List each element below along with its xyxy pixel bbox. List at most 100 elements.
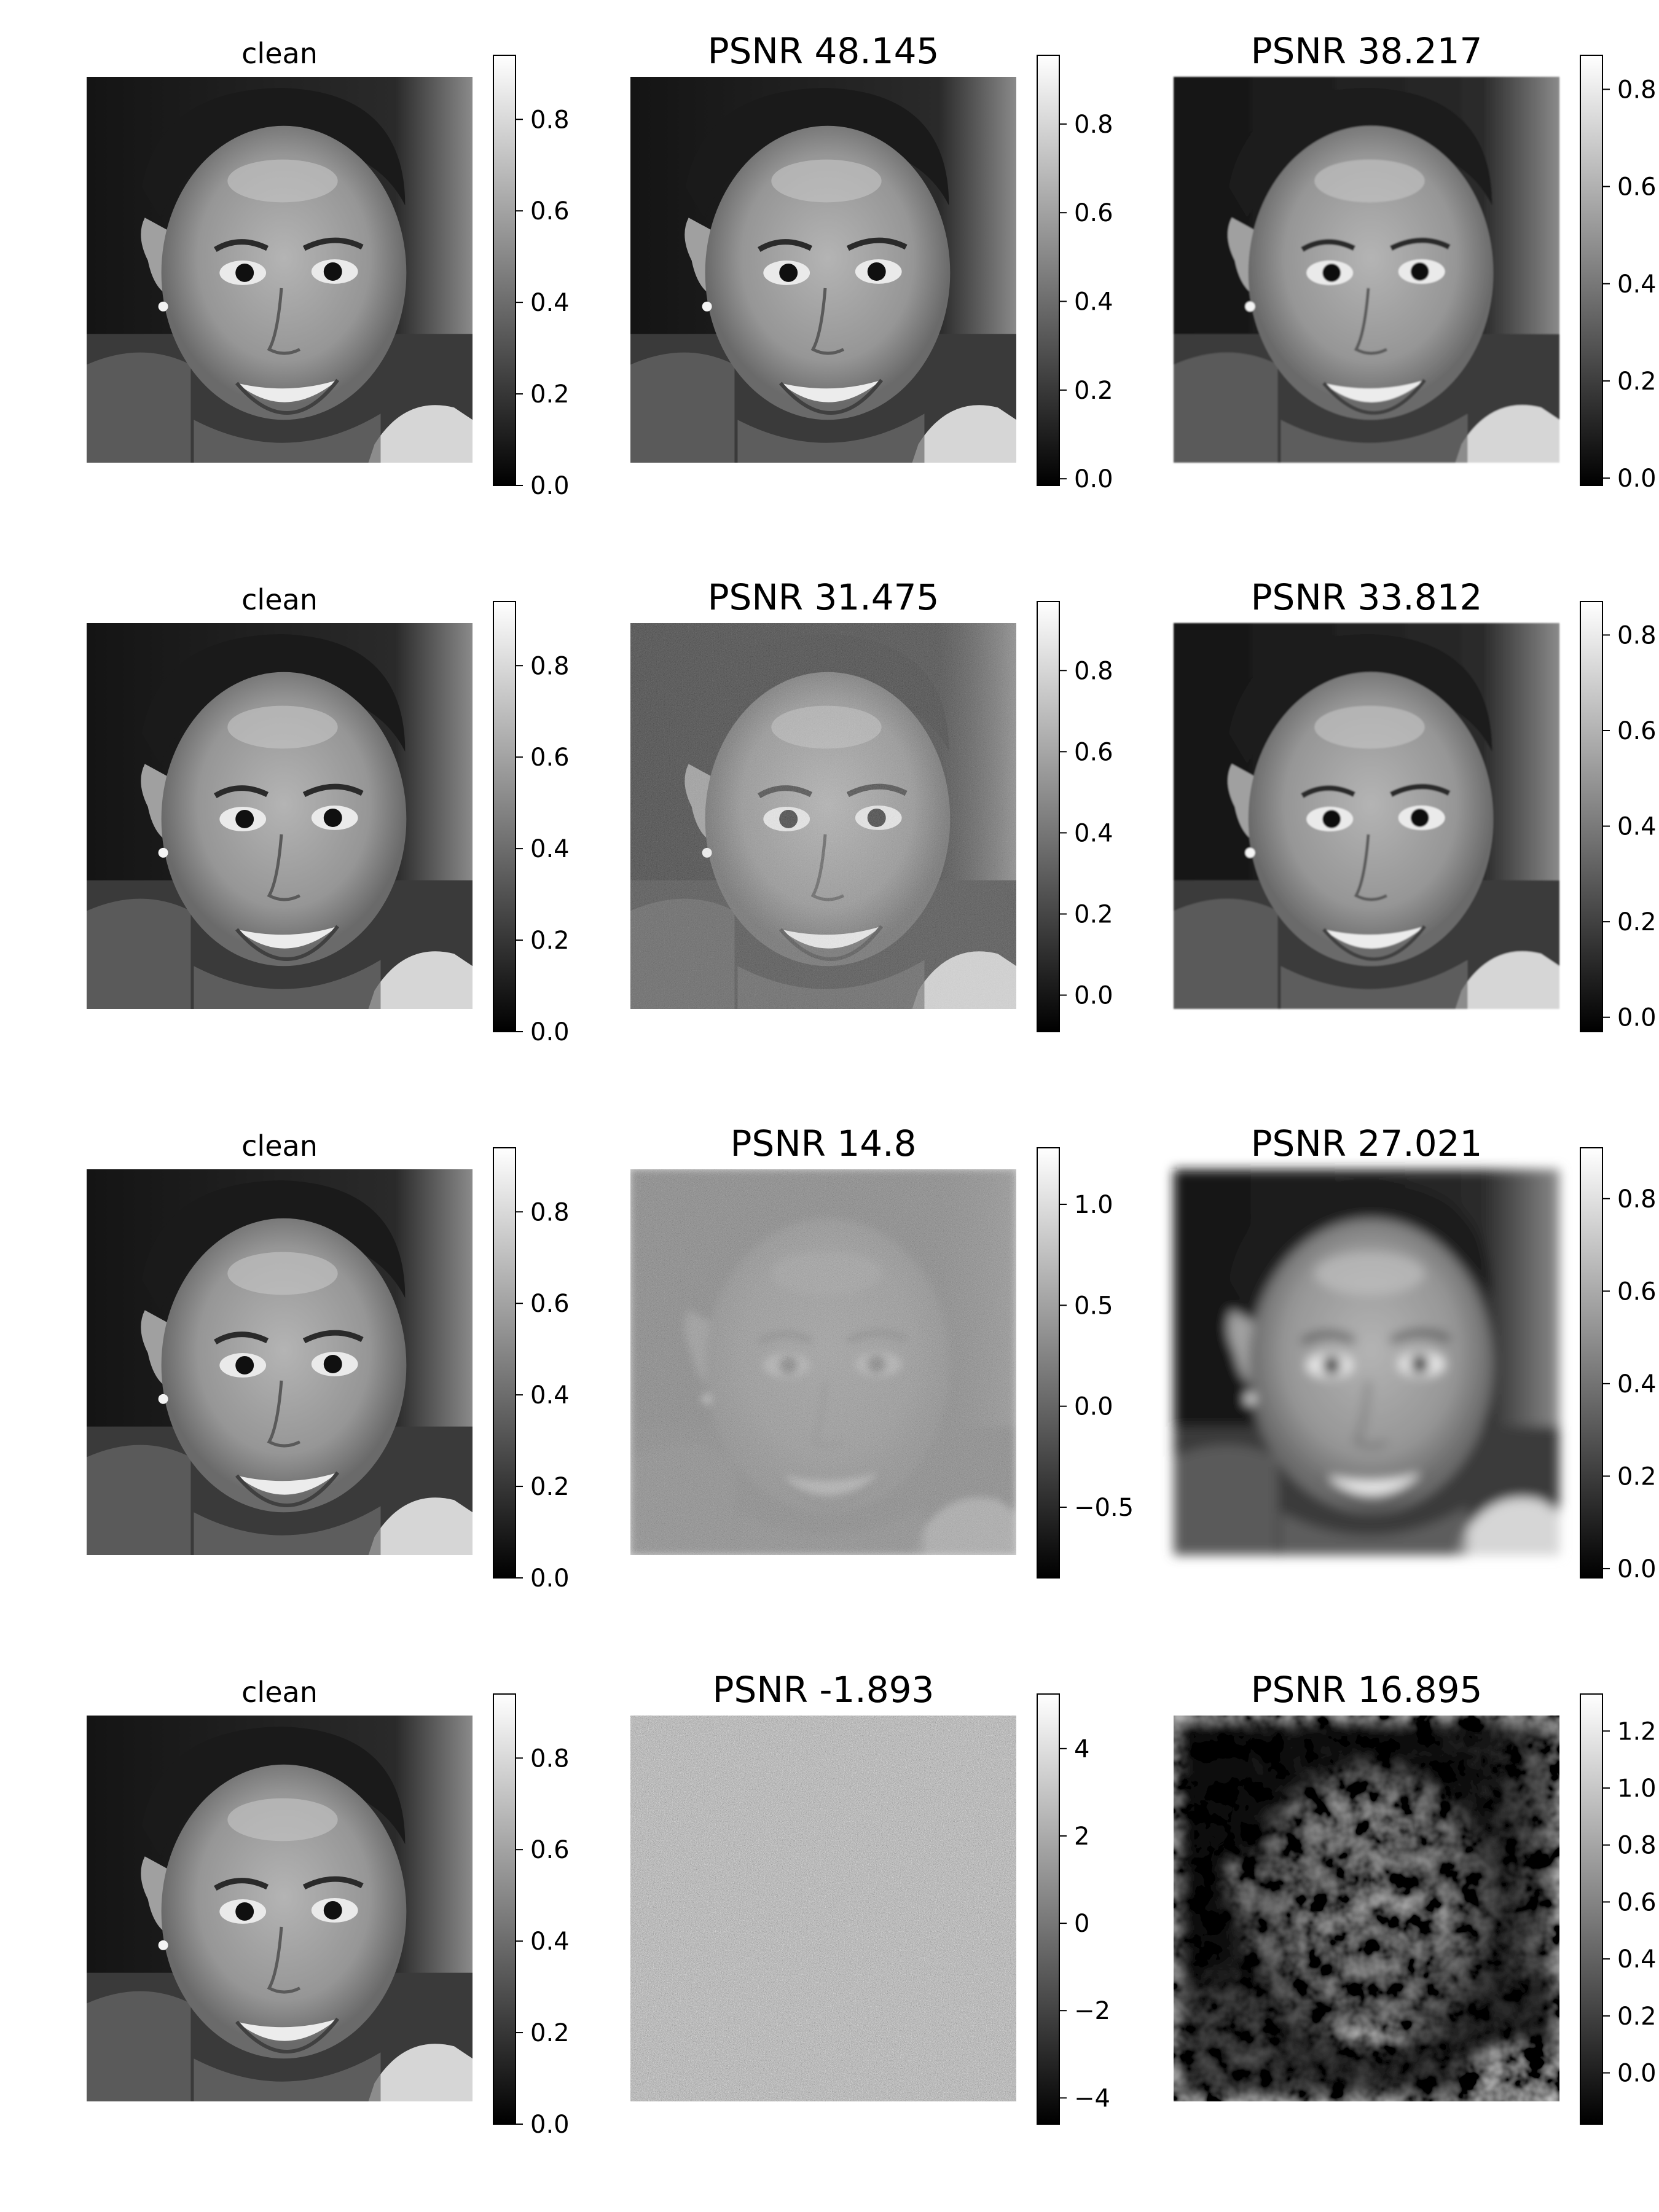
panel-image <box>630 1169 1016 1555</box>
colorbar: −4 −2 0 2 4 <box>1037 1694 1110 2124</box>
panel-r4-c3: PSNR 16.895 0.0 0.2 0.4 0.6 0.8 1.0 1.2 <box>1174 1669 1657 2124</box>
colorbar-tick-label: 1.0 <box>1074 1191 1113 1219</box>
colorbar-tick-label: 0.2 <box>1074 377 1113 405</box>
colorbar-tick-label: 0.0 <box>530 472 570 500</box>
colorbar-tick-label: 0.4 <box>530 1928 570 1956</box>
colorbar-tick-label: 0.2 <box>1617 2002 1657 2031</box>
colorbar-tick-label: 1.0 <box>1617 1775 1657 1803</box>
colorbar-tick-label: 0.0 <box>1074 982 1113 1010</box>
colorbar-gradient <box>1580 1148 1602 1578</box>
panel-r3-c2: PSNR 14.8 −0.5 0.0 0.5 1.0 <box>630 1123 1134 1578</box>
colorbar-tick-label: 0.2 <box>530 927 570 955</box>
colorbar: 0.0 0.2 0.4 0.6 0.8 <box>1037 602 1113 1032</box>
colorbar-gradient <box>1037 1148 1059 1578</box>
colorbar-tick-label: 2 <box>1074 1822 1089 1851</box>
panel-title: clean <box>241 1676 318 1709</box>
colorbar: 0.0 0.2 0.4 0.6 0.8 <box>1037 55 1113 493</box>
colorbar-tick-label: 0.4 <box>530 1381 570 1410</box>
colorbar: 0.0 0.2 0.4 0.6 0.8 <box>493 1148 570 1593</box>
colorbar-tick-label: 0.4 <box>1074 288 1113 316</box>
colorbar-tick-label: 0.8 <box>1074 657 1113 685</box>
colorbar-tick-label: 0.0 <box>1617 2060 1657 2088</box>
colorbar-tick-label: 0.6 <box>530 197 570 226</box>
panel-title: PSNR 38.217 <box>1251 30 1483 72</box>
colorbar-tick-label: 0.4 <box>530 289 570 317</box>
colorbar-tick-label: 4 <box>1074 1735 1089 1763</box>
panel-r1-c3: PSNR 38.217 0.0 0.2 0.4 0.6 0.8 <box>1174 30 1657 493</box>
colorbar-tick-label: 0.6 <box>1074 199 1113 227</box>
colorbar: 0.0 0.2 0.4 0.6 0.8 <box>493 602 570 1046</box>
panel-r2-c1: clean 0.0 0.2 0.4 0.6 0.8 <box>87 583 570 1046</box>
colorbar-gradient <box>493 1148 516 1578</box>
panel-image <box>630 1716 1016 2101</box>
panel-title: PSNR 16.895 <box>1251 1669 1483 1711</box>
panel-title: PSNR 31.475 <box>708 576 939 618</box>
colorbar-tick-label: 0.6 <box>1617 173 1657 202</box>
panel-image <box>87 1169 473 1555</box>
colorbar: −0.5 0.0 0.5 1.0 <box>1037 1148 1134 1578</box>
panel-r1-c1: clean 0.0 0.2 0.4 0.6 0.8 <box>87 37 570 500</box>
colorbar-tick-label: 0.2 <box>1074 900 1113 928</box>
panel-r1-c2: PSNR 48.145 0.0 0.2 0.4 0.6 0.8 <box>630 30 1113 493</box>
colorbar-tick-label: 0.0 <box>1617 1004 1657 1032</box>
colorbar-tick-label: 0.2 <box>530 1473 570 1501</box>
panel-r2-c2: PSNR 31.475 0.0 0.2 0.4 0.6 0.8 <box>630 576 1113 1032</box>
colorbar-tick-label: 0.2 <box>1617 908 1657 936</box>
colorbar-tick-label: 0.8 <box>530 1744 570 1773</box>
panel-image <box>1174 623 1559 1009</box>
colorbar-tick-label: −2 <box>1074 1997 1110 2025</box>
panel-title: clean <box>241 37 318 70</box>
colorbar-tick-label: 0.2 <box>530 380 570 409</box>
colorbar: 0.0 0.2 0.4 0.6 0.8 <box>1580 602 1657 1032</box>
colorbar-gradient <box>1037 55 1059 485</box>
colorbar-tick-label: 0.8 <box>1617 76 1657 104</box>
colorbar-tick-label: 1.2 <box>1617 1717 1657 1746</box>
colorbar-tick-label: 0.4 <box>1617 1945 1657 1974</box>
colorbar-tick-label: −4 <box>1074 2084 1110 2112</box>
colorbar-tick-label: 0.5 <box>1074 1292 1113 1320</box>
panel-title: clean <box>241 1129 318 1163</box>
panel-r3-c1: clean 0.0 0.2 0.4 0.6 0.8 <box>87 1129 570 1593</box>
colorbar-tick-label: 0.6 <box>1617 1888 1657 1916</box>
colorbar-tick-label: 0.2 <box>1617 367 1657 396</box>
panel-image <box>87 1716 473 2101</box>
colorbar-tick-label: 0.0 <box>530 1564 570 1593</box>
colorbar-tick-label: 0.0 <box>1074 465 1113 493</box>
colorbar-tick-label: 0.6 <box>530 743 570 772</box>
colorbar-tick-label: 0.8 <box>530 106 570 134</box>
panels-layer: clean 0.0 0.2 0.4 0.6 0.8 PSNR 48.145 0.0 0.2 0.4… <box>87 30 1657 2139</box>
colorbar-tick-label: 0.4 <box>1617 1370 1657 1398</box>
panel-image <box>1174 77 1559 463</box>
colorbar-tick-label: 0.0 <box>530 1018 570 1046</box>
colorbar-tick-label: 0.6 <box>530 1290 570 1318</box>
colorbar-gradient <box>1580 55 1602 485</box>
colorbar-tick-label: 0.0 <box>530 2111 570 2139</box>
colorbar-tick-label: 0.0 <box>1074 1393 1113 1421</box>
colorbar-gradient <box>493 602 516 1032</box>
colorbar-tick-label: 0.4 <box>1074 819 1113 847</box>
colorbar: 0.0 0.2 0.4 0.6 0.8 <box>493 1694 570 2139</box>
panel-r4-c2: PSNR -1.893 −4 −2 0 2 4 <box>630 1669 1110 2124</box>
panel-r2-c3: PSNR 33.812 0.0 0.2 0.4 0.6 0.8 <box>1174 576 1657 1032</box>
colorbar-tick-label: 0.8 <box>530 1198 570 1226</box>
colorbar-tick-label: 0.8 <box>1617 621 1657 649</box>
colorbar-gradient <box>1037 602 1059 1032</box>
panel-r4-c1: clean 0.0 0.2 0.4 0.6 0.8 <box>87 1676 570 2139</box>
colorbar-tick-label: 0.8 <box>530 652 570 680</box>
panel-title: PSNR 14.8 <box>730 1123 916 1164</box>
colorbar-tick-label: 0 <box>1074 1910 1089 1938</box>
colorbar-tick-label: −0.5 <box>1074 1494 1134 1522</box>
colorbar-tick-label: 0.6 <box>1074 738 1113 766</box>
colorbar-tick-label: 0.8 <box>1074 111 1113 139</box>
panel-r3-c3: PSNR 27.021 0.0 0.2 0.4 0.6 0.8 <box>1174 1123 1657 1583</box>
panel-title: PSNR 33.812 <box>1251 576 1483 618</box>
panel-title: PSNR 48.145 <box>708 30 939 72</box>
colorbar-tick-label: 0.2 <box>530 2019 570 2047</box>
colorbar-gradient <box>1037 1694 1059 2124</box>
panel-image <box>630 77 1016 463</box>
panel-title: PSNR 27.021 <box>1251 1123 1483 1164</box>
colorbar-gradient <box>493 1694 516 2124</box>
colorbar: 0.0 0.2 0.4 0.6 0.8 <box>1580 55 1657 493</box>
colorbar-tick-label: 0.8 <box>1617 1832 1657 1860</box>
